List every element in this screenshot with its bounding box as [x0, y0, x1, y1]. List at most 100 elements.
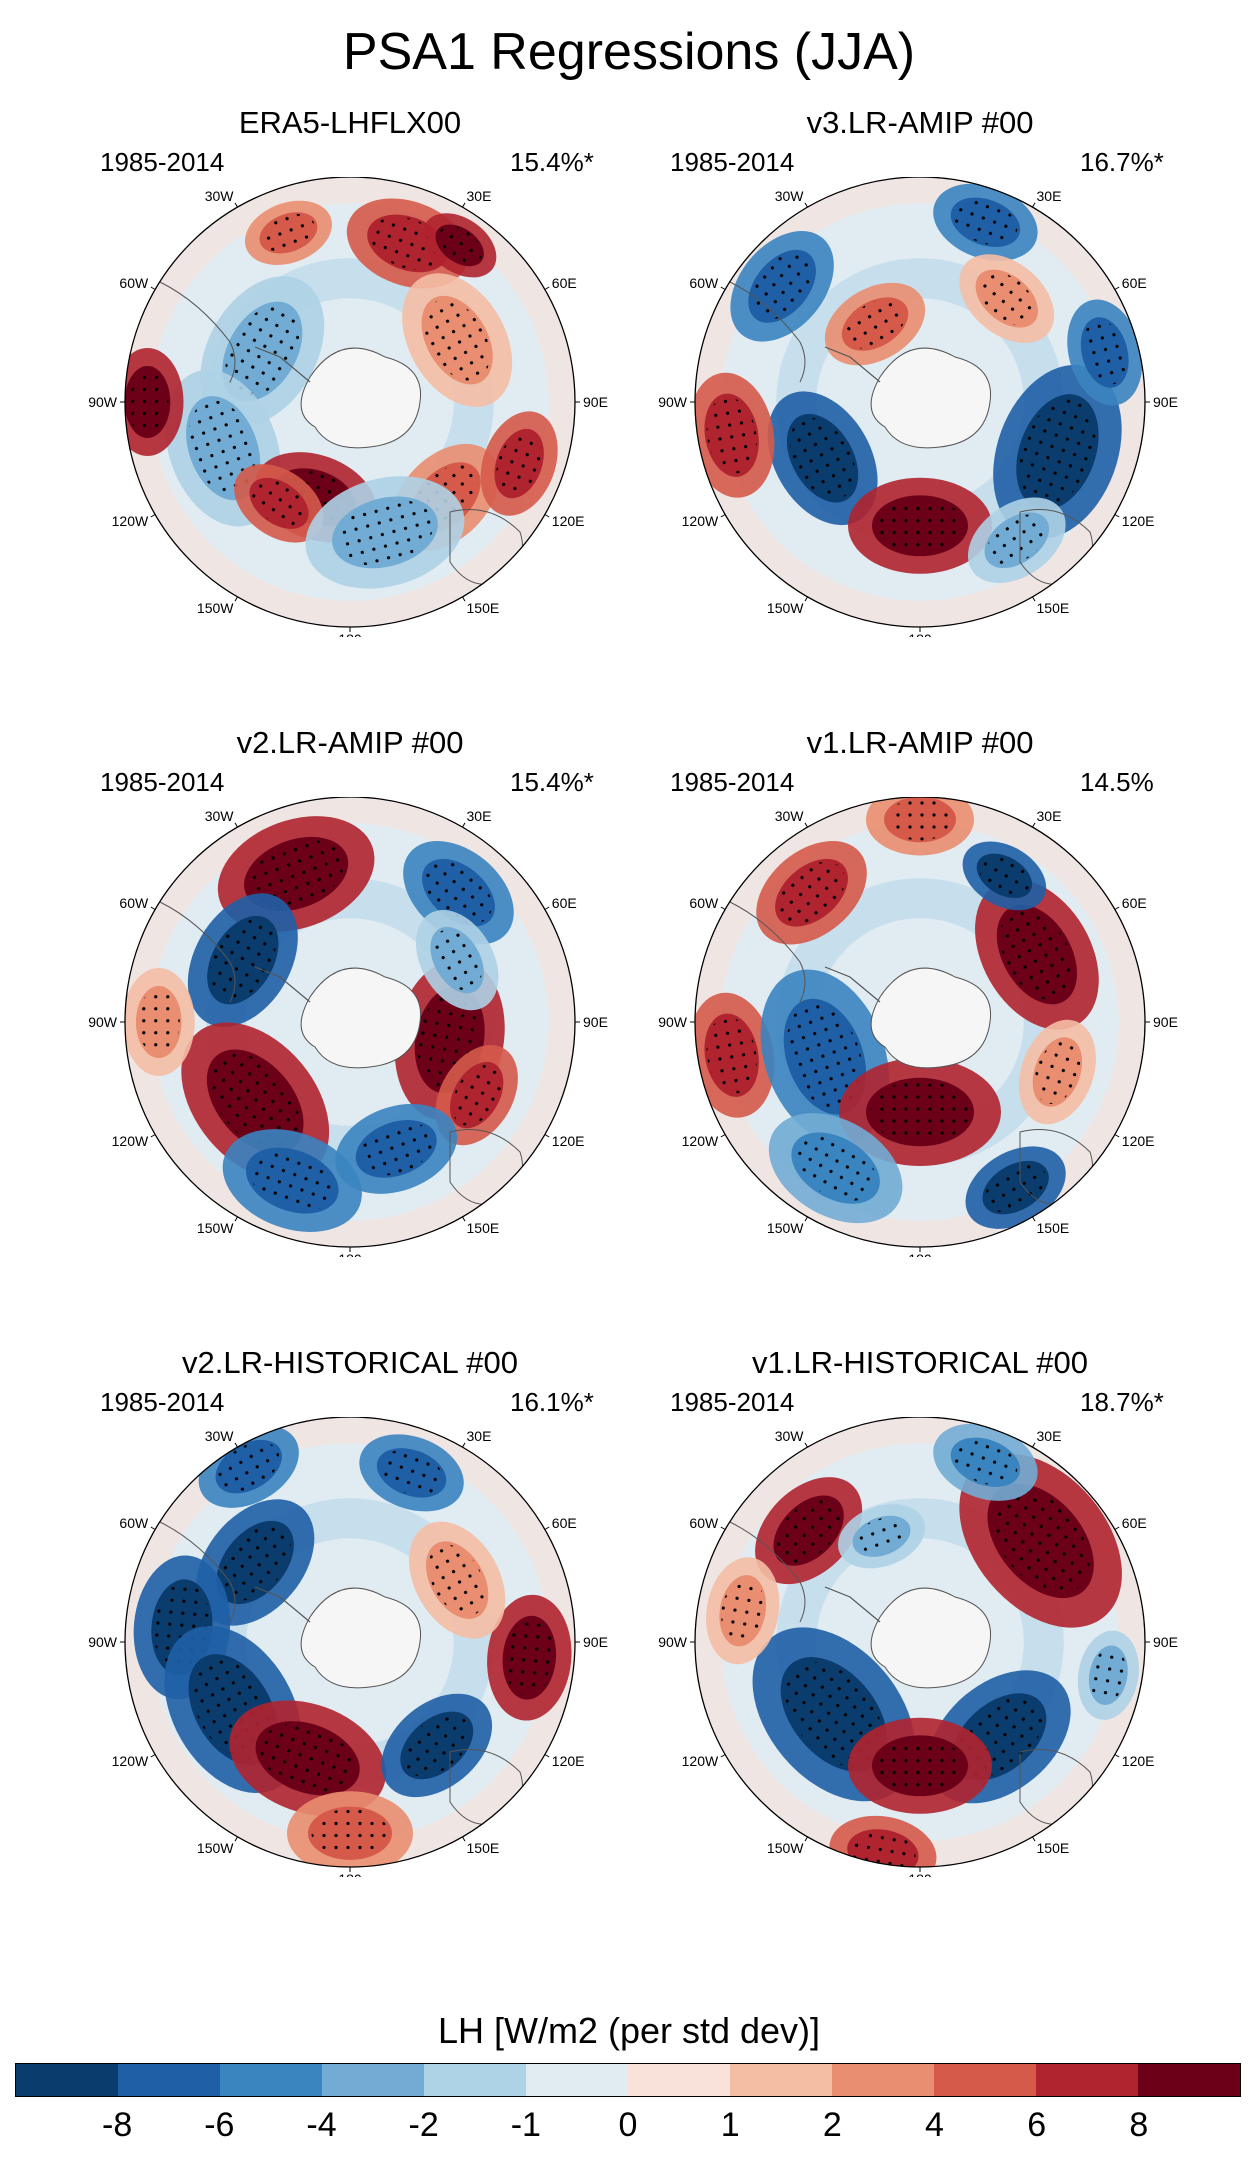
map-panel-v3-amip: v3.LR-AMIP #00 1985-2014 16.7%* 030E60E9…	[640, 105, 1200, 665]
longitude-label: 150W	[197, 600, 234, 616]
antarctic-peninsula	[254, 1586, 311, 1623]
longitude-label: 60W	[689, 1515, 719, 1531]
panel-title: v2.LR-AMIP #00	[236, 725, 464, 760]
lon-tick	[1032, 596, 1036, 602]
lon-tick	[1032, 202, 1036, 208]
significance-stippling	[776, 1498, 841, 1563]
significance-stippling	[496, 431, 542, 496]
longitude-label: 30W	[205, 188, 235, 204]
lon-tick	[234, 822, 238, 828]
significance-stippling	[218, 1442, 280, 1492]
panel-title: ERA5-LHFLX00	[238, 105, 462, 140]
significance-stippling	[887, 798, 953, 841]
lon-tick	[234, 596, 238, 602]
map-panel-v2-historical: v2.LR-HISTORICAL #00 1985-2014 16.1%* 03…	[70, 1345, 630, 1905]
lon-tick	[804, 596, 808, 602]
longitude-label: 90E	[1153, 394, 1178, 410]
longitude-label: 120W	[112, 1753, 149, 1769]
lon-tick	[804, 1442, 808, 1448]
longitude-label: 30E	[1037, 1428, 1062, 1444]
colorbar-swatch	[424, 2064, 526, 2096]
significance-stippling	[432, 929, 482, 991]
significance-stippling	[137, 989, 180, 1055]
lon-tick	[1032, 1216, 1036, 1222]
south-america-coast	[729, 901, 806, 1003]
significance-stippling	[953, 1439, 1018, 1486]
colorbar-swatch	[934, 2064, 1036, 2096]
significance-stippling	[210, 1053, 300, 1150]
longitude-label: 60W	[119, 1515, 149, 1531]
lon-tick	[804, 1836, 808, 1842]
longitude-label: 120E	[552, 1753, 585, 1769]
longitude-label: 120E	[552, 513, 585, 529]
map-panel-v2-amip: v2.LR-AMIP #00 1985-2014 15.4%* 030E60E9…	[70, 725, 630, 1285]
significance-stippling	[953, 199, 1018, 246]
colorbar-tick-label: -4	[306, 2106, 337, 2144]
panel-period: 1985-2014	[670, 1387, 795, 1417]
antarctica-outline	[870, 347, 992, 449]
longitude-label: 150W	[767, 1220, 804, 1236]
lon-tick	[150, 514, 156, 518]
significance-stippling	[379, 1450, 444, 1496]
longitude-label: 60W	[119, 275, 149, 291]
longitude-label: 30W	[775, 1428, 805, 1444]
colorbar-tick-label: 8	[1129, 2106, 1149, 2144]
lon-tick	[544, 286, 550, 290]
longitude-label: 120W	[112, 1133, 149, 1149]
antarctic-peninsula	[824, 1586, 881, 1623]
significance-stippling	[261, 213, 315, 252]
longitude-label: 120W	[682, 1753, 719, 1769]
colorbar-swatch	[1138, 2064, 1240, 2096]
significance-stippling	[189, 400, 258, 496]
lon-tick	[720, 514, 726, 518]
panel-period: 1985-2014	[100, 767, 225, 797]
panel-title: v3.LR-AMIP #00	[806, 105, 1034, 140]
significance-stippling	[786, 1003, 863, 1110]
longitude-label: 120E	[1122, 1753, 1155, 1769]
colorbar-tick-label: 2	[822, 2106, 842, 2144]
lon-tick	[462, 202, 466, 208]
panel-variance: 14.5%	[1080, 767, 1154, 797]
longitude-label: 60E	[552, 895, 577, 911]
significance-stippling	[311, 1808, 389, 1858]
longitude-label: 60E	[1122, 895, 1147, 911]
significance-stippling	[1000, 908, 1074, 1001]
lon-tick	[150, 1134, 156, 1138]
longitude-label: 150E	[467, 600, 500, 616]
colorbar	[15, 2063, 1241, 2097]
longitude-label: 150W	[767, 1840, 804, 1856]
significance-stippling	[1090, 1647, 1127, 1703]
south-america-coast	[159, 1521, 236, 1623]
longitude-label: 180	[338, 631, 362, 637]
antarctic-peninsula	[254, 966, 311, 1003]
significance-stippling	[219, 1524, 291, 1601]
lon-tick	[150, 1754, 156, 1758]
antarctica-outline	[870, 1587, 992, 1689]
panel-period: 1985-2014	[100, 147, 225, 177]
polar-map: 030E60E90E120E150E180150W120W90W60W30W	[658, 177, 1178, 637]
longitude-label: 90W	[88, 1634, 118, 1650]
lon-tick	[150, 906, 156, 910]
significance-stippling	[249, 1150, 335, 1211]
lon-tick	[462, 596, 466, 602]
colorbar-title: LH [W/m2 (per std dev)]	[437, 2010, 821, 2051]
south-america-coast	[159, 281, 236, 383]
longitude-label: 60E	[1122, 275, 1147, 291]
lon-tick	[462, 1442, 466, 1448]
colorbar-swatch	[628, 2064, 730, 2096]
panel-title: v1.LR-HISTORICAL #00	[752, 1345, 1088, 1380]
antarctica-outline	[300, 347, 422, 449]
lon-tick	[720, 1754, 726, 1758]
south-america-coast	[729, 1521, 806, 1623]
significance-stippling	[126, 369, 169, 435]
colorbar-tick-label: -8	[102, 2106, 133, 2144]
longitude-label: 90E	[583, 1634, 608, 1650]
significance-stippling	[437, 226, 482, 265]
panel-title: v2.LR-HISTORICAL #00	[182, 1345, 518, 1380]
significance-stippling	[428, 1544, 486, 1616]
longitude-label: 180	[908, 1251, 932, 1257]
map-panel-v1-historical: v1.LR-HISTORICAL #00 1985-2014 18.7%* 03…	[640, 1345, 1200, 1905]
lon-tick	[1114, 1134, 1120, 1138]
longitude-label: 30W	[205, 808, 235, 824]
colorbar-tick-label: -6	[204, 2106, 235, 2144]
